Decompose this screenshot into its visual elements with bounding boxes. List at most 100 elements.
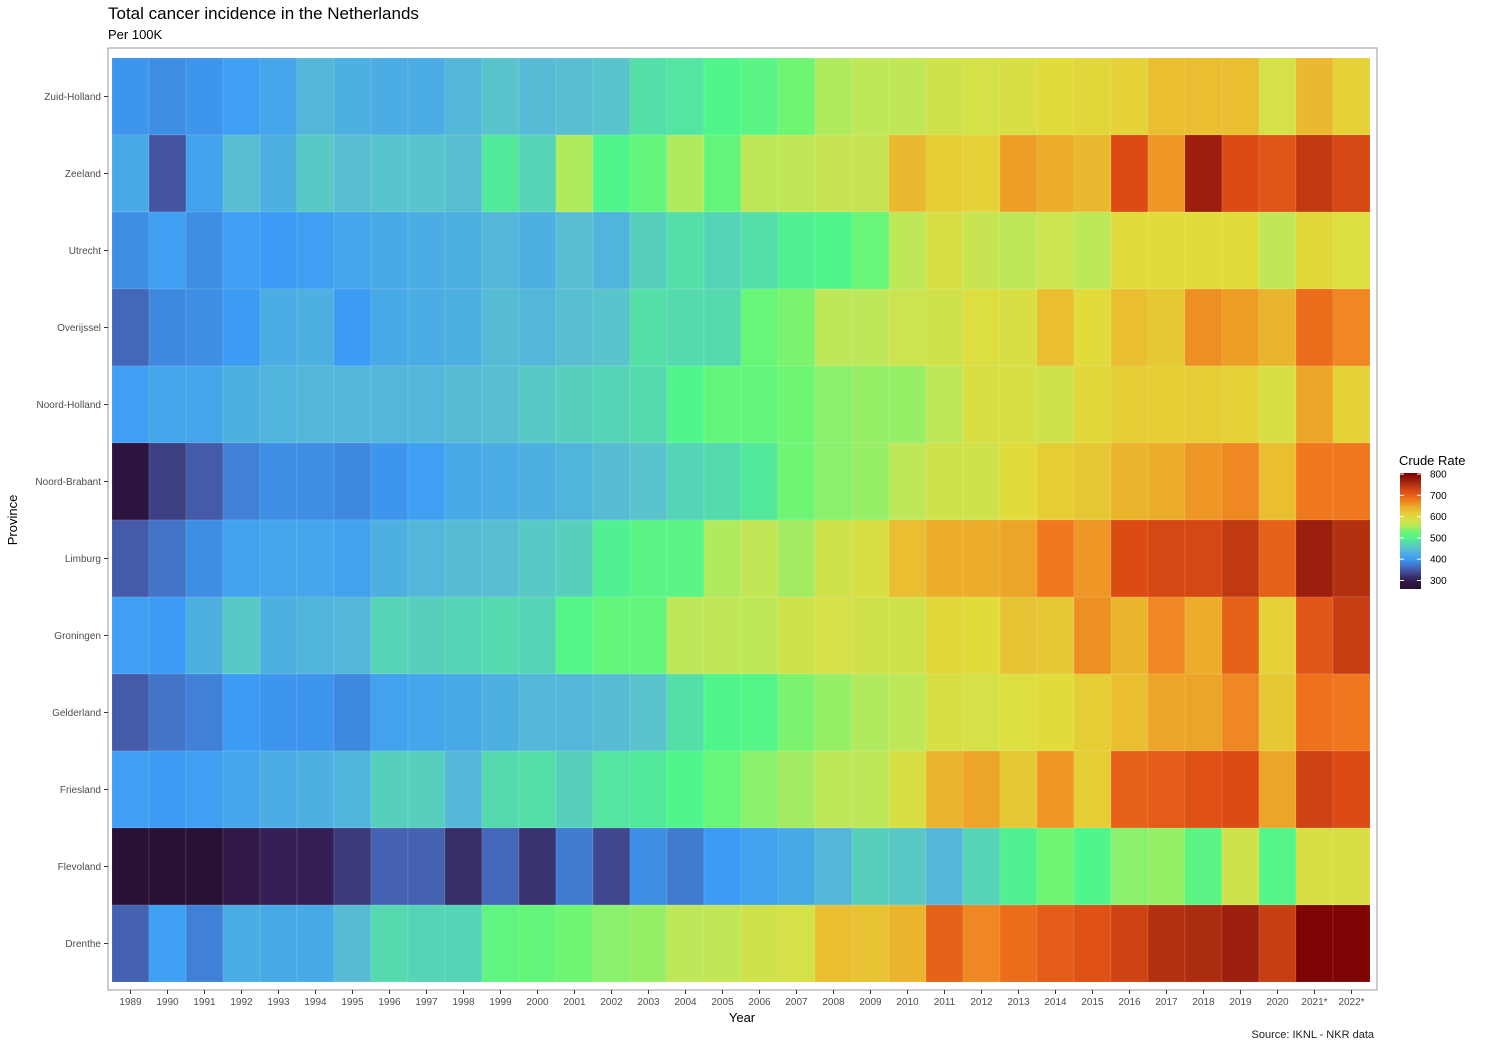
heatmap-cell <box>666 442 705 521</box>
heatmap-cell <box>1184 519 1223 598</box>
heatmap-cell <box>1221 442 1260 521</box>
chart-subtitle: Per 100K <box>108 27 163 42</box>
y-tick-label: Noord-Holland <box>37 400 101 411</box>
heatmap-cell <box>185 288 224 367</box>
x-tick-label: 2014 <box>1044 997 1067 1008</box>
heatmap-cell <box>222 904 261 983</box>
heatmap-cell <box>370 904 409 983</box>
heatmap-cell <box>296 288 335 367</box>
heatmap-cell <box>999 57 1038 136</box>
heatmap-cell <box>555 673 594 752</box>
heatmap-cell <box>111 519 150 598</box>
y-tick-label: Groningen <box>54 631 101 642</box>
heatmap-cell <box>666 211 705 290</box>
x-tick-label: 1996 <box>378 997 401 1008</box>
heatmap-cell <box>925 57 964 136</box>
heatmap-cell <box>1332 442 1371 521</box>
heatmap-cell <box>592 365 631 444</box>
heatmap-cell <box>925 904 964 983</box>
heatmap-cell <box>481 134 520 213</box>
heatmap-cell <box>777 365 816 444</box>
x-tick-label: 2021* <box>1301 997 1327 1008</box>
heatmap-cell <box>518 57 557 136</box>
heatmap-cell <box>1258 904 1297 983</box>
x-tick-label: 1999 <box>489 997 512 1008</box>
heatmap-cell <box>1221 750 1260 829</box>
heatmap-cell <box>1036 827 1075 906</box>
heatmap-cell <box>185 134 224 213</box>
heatmap-cell <box>888 750 927 829</box>
heatmap-cell <box>111 57 150 136</box>
heatmap-cell <box>555 827 594 906</box>
heatmap-cell <box>148 288 187 367</box>
heatmap-cell <box>962 288 1001 367</box>
heatmap-cell <box>444 596 483 675</box>
heatmap-cell <box>370 365 409 444</box>
heatmap-cell <box>407 288 446 367</box>
heatmap-cell <box>111 365 150 444</box>
heatmap-cell <box>259 442 298 521</box>
heatmap-cell <box>740 57 779 136</box>
heatmap-cell <box>1221 904 1260 983</box>
heatmap-cell <box>814 750 853 829</box>
heatmap-cell <box>703 673 742 752</box>
heatmap-cell <box>444 365 483 444</box>
heatmap-cell <box>222 442 261 521</box>
heatmap-cell <box>777 134 816 213</box>
y-tick-label: Drenthe <box>65 939 101 950</box>
x-tick-label: 2010 <box>896 997 919 1008</box>
heatmap-cell <box>518 904 557 983</box>
heatmap-cell <box>1073 904 1112 983</box>
heatmap-cell <box>1184 211 1223 290</box>
heatmap-cell <box>111 288 150 367</box>
heatmap-cell <box>629 442 668 521</box>
heatmap-cell <box>851 750 890 829</box>
legend-tick-label: 400 <box>1430 555 1447 566</box>
x-tick-label: 2003 <box>637 997 660 1008</box>
heatmap-cell <box>407 904 446 983</box>
heatmap-cell <box>629 57 668 136</box>
heatmap-cell <box>333 673 372 752</box>
heatmap-cell <box>1110 211 1149 290</box>
heatmap-cell <box>851 519 890 598</box>
heatmap-cell <box>185 442 224 521</box>
heatmap-cell <box>333 134 372 213</box>
heatmap-cell <box>296 596 335 675</box>
heatmap-cell <box>999 211 1038 290</box>
heatmap-cell <box>1332 365 1371 444</box>
x-tick-label: 2017 <box>1155 997 1178 1008</box>
heatmap-cell <box>1110 673 1149 752</box>
heatmap-cell <box>333 904 372 983</box>
heatmap-cell <box>1073 288 1112 367</box>
heatmap-cell <box>1073 673 1112 752</box>
heatmap-cell <box>1332 134 1371 213</box>
heatmap-cell <box>296 211 335 290</box>
heatmap-cell <box>962 596 1001 675</box>
heatmap-cell <box>814 288 853 367</box>
heatmap-cell <box>111 442 150 521</box>
heatmap-cell <box>259 57 298 136</box>
heatmap-cell <box>1295 750 1334 829</box>
heatmap-cell <box>1332 904 1371 983</box>
heatmap-cell <box>370 442 409 521</box>
x-tick-label: 2016 <box>1118 997 1141 1008</box>
x-tick-label: 2022* <box>1338 997 1364 1008</box>
heatmap-cell <box>962 827 1001 906</box>
heatmap-cell <box>1258 442 1297 521</box>
heatmap-cell <box>444 134 483 213</box>
x-tick-label: 2001 <box>563 997 586 1008</box>
heatmap-cell <box>999 134 1038 213</box>
heatmap-cell <box>851 442 890 521</box>
heatmap-cell <box>1147 673 1186 752</box>
heatmap-cell <box>962 673 1001 752</box>
heatmap-cell <box>1147 827 1186 906</box>
heatmap-cell <box>925 519 964 598</box>
heatmap-cell <box>1147 519 1186 598</box>
heatmap-cell <box>962 442 1001 521</box>
heatmap-cell <box>999 827 1038 906</box>
heatmap-cell <box>814 596 853 675</box>
heatmap-cell <box>555 57 594 136</box>
heatmap-cell <box>999 288 1038 367</box>
heatmap-cell <box>1295 519 1334 598</box>
heatmap-cell <box>1332 596 1371 675</box>
